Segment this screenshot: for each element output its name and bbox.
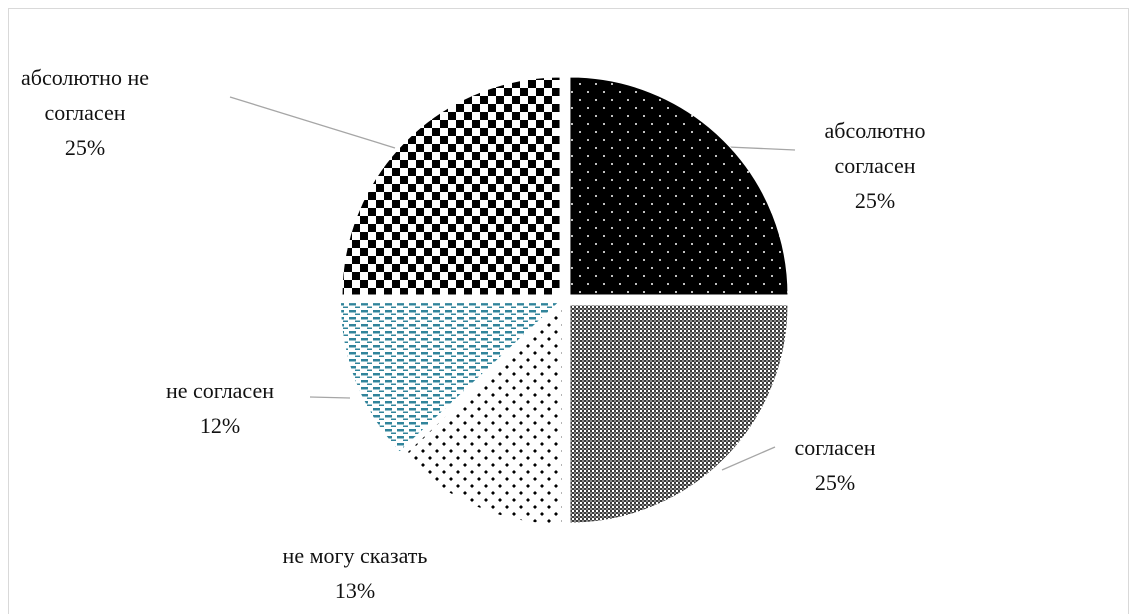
chart-frame bbox=[8, 8, 1129, 614]
leader-line bbox=[229, 96, 396, 149]
pie-slice bbox=[402, 305, 563, 525]
pie-slice bbox=[569, 76, 789, 296]
leader-lines bbox=[229, 96, 796, 471]
value-label: 25% bbox=[854, 188, 896, 213]
data-label: абсолютно не согласен 25% bbox=[0, 60, 173, 165]
leader-line bbox=[721, 446, 776, 471]
data-label: абсолютно согласен 25% bbox=[800, 113, 950, 218]
pie-slice bbox=[341, 76, 561, 296]
category-label: согласен bbox=[794, 435, 876, 460]
leader-line bbox=[309, 396, 351, 399]
data-label: не могу сказать 13% bbox=[235, 538, 475, 608]
pie-slice bbox=[339, 302, 560, 453]
category-label: абсолютно не согласен bbox=[21, 65, 149, 125]
data-label: не согласен 12% bbox=[120, 373, 320, 443]
leader-line bbox=[727, 146, 796, 151]
pie-slice bbox=[569, 304, 789, 524]
value-label: 12% bbox=[199, 413, 241, 438]
category-label: не могу сказать bbox=[282, 543, 428, 568]
category-label: абсолютно согласен bbox=[824, 118, 926, 178]
data-label: согласен 25% bbox=[735, 430, 935, 500]
value-label: 13% bbox=[334, 578, 376, 603]
value-label: 25% bbox=[814, 470, 856, 495]
value-label: 25% bbox=[64, 135, 106, 160]
category-label: не согласен bbox=[165, 378, 275, 403]
